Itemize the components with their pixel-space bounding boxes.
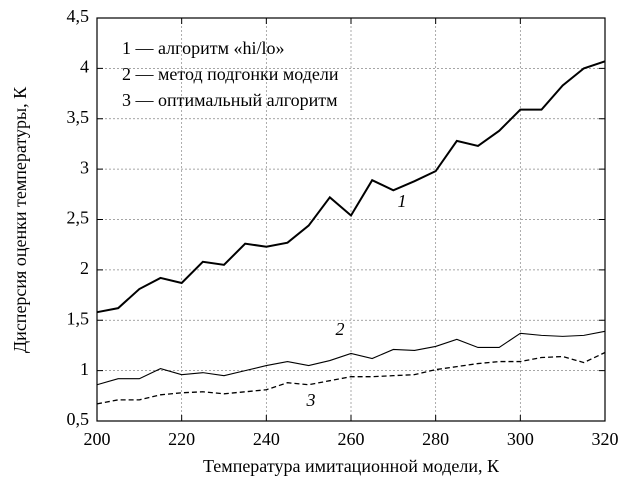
series-line [96, 351, 606, 405]
x-tick-label: 200 [84, 429, 111, 449]
curve-label: 2 [336, 319, 345, 339]
curve-label: 3 [306, 390, 316, 410]
y-tick-label: 1 [80, 359, 89, 379]
x-tick-label: 280 [422, 429, 449, 449]
series-line [96, 60, 606, 314]
y-tick-label: 3 [80, 157, 89, 177]
y-tick-label: 3,5 [67, 107, 90, 127]
x-tick-label: 220 [168, 429, 195, 449]
y-tick-label: 2 [80, 258, 89, 278]
x-tick-label: 320 [592, 429, 619, 449]
x-tick-label: 240 [253, 429, 280, 449]
series-line [96, 330, 606, 386]
curve-label: 1 [398, 191, 407, 211]
plot-frame [96, 17, 606, 422]
legend-entry: 3 — оптимальный алгоритм [122, 90, 338, 110]
x-tick-label: 300 [507, 429, 534, 449]
x-axis-label: Температура имитационной модели, К [203, 456, 500, 476]
y-axis-label: Дисперсия оценки температуры, К [10, 86, 30, 353]
legend-entry: 1 — алгоритм «hi/lo» [122, 38, 284, 58]
y-tick-label: 1,5 [67, 308, 90, 328]
y-tick-label: 4,5 [67, 6, 90, 26]
x-tick-label: 260 [338, 429, 365, 449]
y-tick-label: 2,5 [67, 208, 90, 228]
legend-entry: 2 — метод подгонки модели [122, 64, 339, 84]
y-tick-label: 4 [80, 57, 89, 77]
y-tick-label: 0,5 [67, 409, 90, 429]
